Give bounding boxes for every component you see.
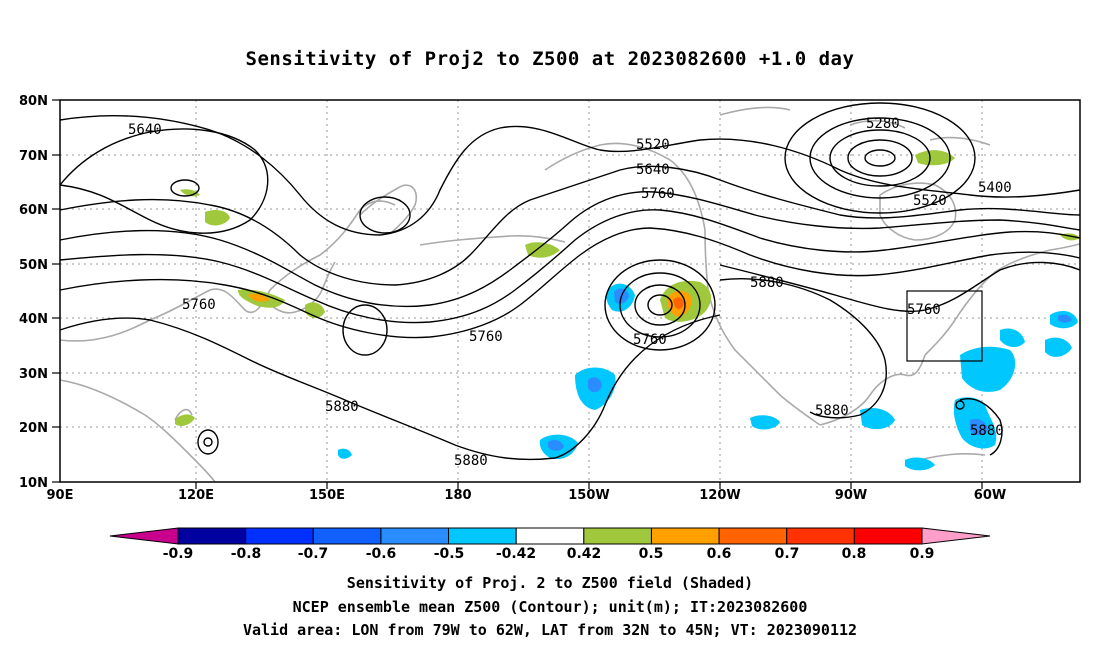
lat-label: 20N [19, 421, 48, 436]
colorbar-label: -0.6 [366, 546, 397, 562]
contour-label: 5760 [469, 329, 503, 345]
contour-label: 5760 [907, 302, 941, 318]
lon-label: 120W [699, 488, 740, 503]
colorbar-segment [448, 527, 517, 545]
lat-label: 70N [19, 149, 48, 164]
contour-label: 5880 [325, 399, 359, 415]
contour-label: 5880 [970, 423, 1004, 439]
caption-line-2: NCEP ensemble mean Z500 (Contour); unit(… [292, 598, 808, 616]
colorbar-label: 0.8 [842, 546, 867, 562]
lon-label: 90W [835, 488, 867, 503]
colorbar-segment [583, 527, 652, 545]
z500-contours [59, 102, 1081, 461]
contour-label: 5520 [636, 137, 670, 153]
lon-label: 90E [47, 488, 74, 503]
contour-label: 5760 [633, 332, 667, 348]
colorbar: -0.9 -0.8 -0.7 -0.6 -0.5 -0.42 0.42 0.5 … [109, 527, 991, 562]
contour-label: 5640 [636, 162, 670, 178]
valid-area-box [906, 290, 983, 362]
colorbar-segment [380, 527, 450, 545]
colorbar-left-triangle [109, 527, 179, 545]
contour-label: 5280 [866, 116, 900, 132]
contour-label: 5760 [641, 186, 675, 202]
lon-label: 120E [178, 488, 214, 503]
colorbar-segment [312, 527, 382, 545]
lat-label: 30N [19, 367, 48, 382]
lon-label: 60W [974, 488, 1006, 503]
contour-label: 5640 [128, 122, 162, 138]
lat-label: 50N [19, 258, 48, 273]
lon-label: 180 [444, 488, 471, 503]
colorbar-label: 0.42 [567, 546, 602, 562]
lat-label: 40N [19, 312, 48, 327]
contour-label: 5880 [454, 453, 488, 469]
colorbar-segment [650, 527, 720, 545]
colorbar-label: -0.7 [298, 546, 329, 562]
contour-label: 5760 [182, 297, 216, 313]
colorbar-label: -0.8 [231, 546, 262, 562]
colorbar-segment [718, 527, 788, 545]
lon-label: 150E [309, 488, 345, 503]
colorbar-segment [786, 527, 855, 545]
lat-label: 10N [19, 476, 48, 491]
colorbar-segment [245, 527, 314, 545]
colorbar-segment [515, 527, 585, 545]
lat-label: 80N [19, 94, 48, 109]
colorbar-segment [177, 527, 247, 545]
colorbar-segment [853, 527, 923, 545]
map-frame [59, 99, 1081, 483]
colorbar-right-triangle [921, 527, 991, 545]
colorbar-label: 0.5 [639, 546, 664, 562]
lat-label: 60N [19, 203, 48, 218]
colorbar-label: -0.9 [163, 546, 194, 562]
lon-label: 150W [568, 488, 609, 503]
contour-label: 5520 [913, 193, 947, 209]
contour-label: 5880 [750, 275, 784, 291]
contour-labels: 5640 5520 5640 5760 5280 5400 5520 5760 … [128, 116, 1012, 469]
colorbar-label: -0.42 [496, 546, 536, 562]
colorbar-label: 0.6 [707, 546, 732, 562]
axis-ticks [52, 99, 983, 489]
longitude-labels: 90E 120E 150E 180 150W 120W 90W 60W [47, 488, 1007, 503]
sensitivity-shading [175, 150, 1080, 471]
contour-label: 5400 [978, 180, 1012, 196]
colorbar-label: -0.5 [434, 546, 465, 562]
colorbar-label: 0.7 [775, 546, 800, 562]
colorbar-label: 0.9 [910, 546, 935, 562]
contour-label: 5880 [815, 403, 849, 419]
latitude-labels: 80N 70N 60N 50N 40N 30N 20N 10N [19, 94, 48, 491]
caption-line-1: Sensitivity of Proj. 2 to Z500 field (Sh… [346, 574, 754, 592]
colorbar-labels: -0.9 -0.8 -0.7 -0.6 -0.5 -0.42 0.42 0.5 … [163, 546, 935, 562]
caption-line-3: Valid area: LON from 79W to 62W, LAT fro… [242, 621, 858, 639]
plot-title: Sensitivity of Proj2 to Z500 at 20230826… [245, 48, 855, 70]
